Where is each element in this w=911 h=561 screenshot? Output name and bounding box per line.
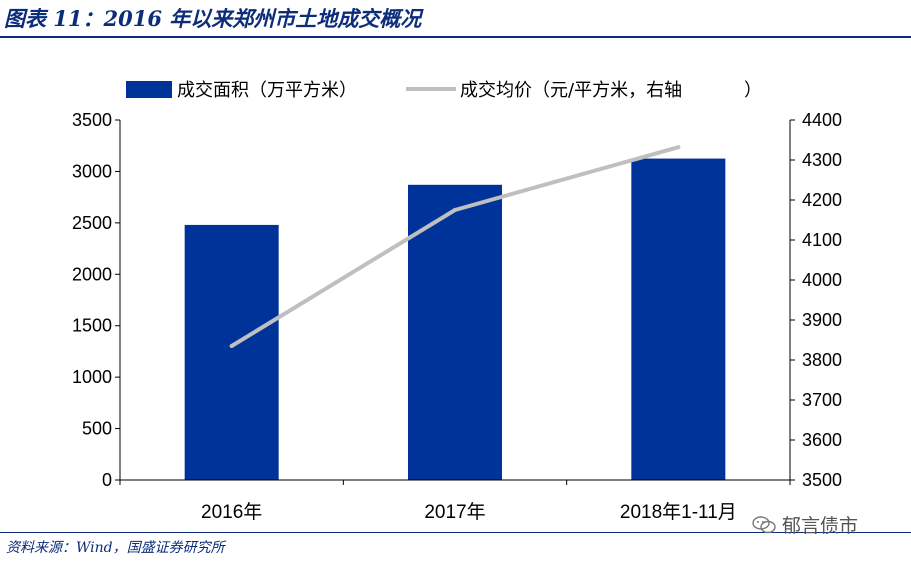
left-axis-tick-label: 3500 [72, 110, 112, 130]
bar [408, 184, 502, 481]
left-axis-tick-label: 3000 [72, 161, 112, 181]
right-axis-tick-label: 3700 [802, 390, 842, 410]
right-axis: 3500 3600 3700 3800 3900 4000 4100 4200 4300 4400 [789, 110, 842, 490]
line-point [453, 208, 457, 212]
footer-divider [0, 532, 911, 533]
right-axis-tick-label: 4400 [802, 110, 842, 130]
watermark-text: 郁言债市 [782, 515, 859, 537]
legend-closing-paren: ） [744, 80, 762, 101]
left-axis: 0 500 1000 1500 2000 2500 3000 3500 [72, 110, 121, 490]
right-axis-tick-label: 3900 [802, 310, 842, 330]
legend: 成交面积（万平方米） 成交均价（元/平方米，右轴 ） [126, 80, 762, 101]
right-axis-tick-label: 4000 [802, 270, 842, 290]
right-axis-tick-label: 4100 [802, 230, 842, 250]
x-axis: 2016年 2017年 2018年1-11月 [119, 479, 791, 523]
chart-canvas: 成交面积（万平方米） 成交均价（元/平方米，右轴 ） 0 500 1000 1500 2… [72, 80, 842, 523]
x-axis-category-label: 2018年1-11月 [620, 501, 737, 523]
watermark: 郁言债市 [752, 511, 858, 538]
bar-series [184, 158, 726, 481]
right-axis-tick-label: 4200 [802, 190, 842, 210]
line-series [229, 145, 681, 348]
left-axis-tick-label: 500 [82, 419, 112, 439]
bar [631, 158, 726, 481]
line-segment [229, 208, 457, 348]
left-axis-tick-label: 1000 [72, 367, 112, 387]
x-axis-category-label: 2016年 [201, 501, 262, 523]
line-segment [453, 145, 681, 212]
right-axis-tick-label: 3600 [802, 430, 842, 450]
left-axis-tick-label: 1500 [72, 316, 112, 336]
wechat-icon [752, 515, 776, 533]
right-axis-tick-label: 4300 [802, 150, 842, 170]
line-point [676, 145, 681, 150]
line-point [229, 344, 234, 348]
left-axis-tick-label: 2000 [72, 264, 112, 284]
source-note: 资料来源：Wind，国盛证券研究所 [6, 540, 225, 556]
figure-title: 图表 11：2016 年以来郑州市土地成交概况 [4, 6, 422, 31]
left-axis-tick-label: 2500 [72, 213, 112, 233]
right-axis-tick-label: 3800 [802, 350, 842, 370]
left-axis-tick-label: 0 [102, 470, 112, 490]
title-divider [0, 36, 911, 38]
legend-bar-label: 成交面积（万平方米） [177, 80, 357, 101]
legend-line-label: 成交均价（元/平方米，右轴 [460, 80, 682, 101]
bar [184, 224, 279, 480]
legend-bar-swatch [126, 81, 172, 98]
x-axis-category-label: 2017年 [424, 501, 485, 523]
right-axis-tick-label: 3500 [802, 470, 842, 490]
